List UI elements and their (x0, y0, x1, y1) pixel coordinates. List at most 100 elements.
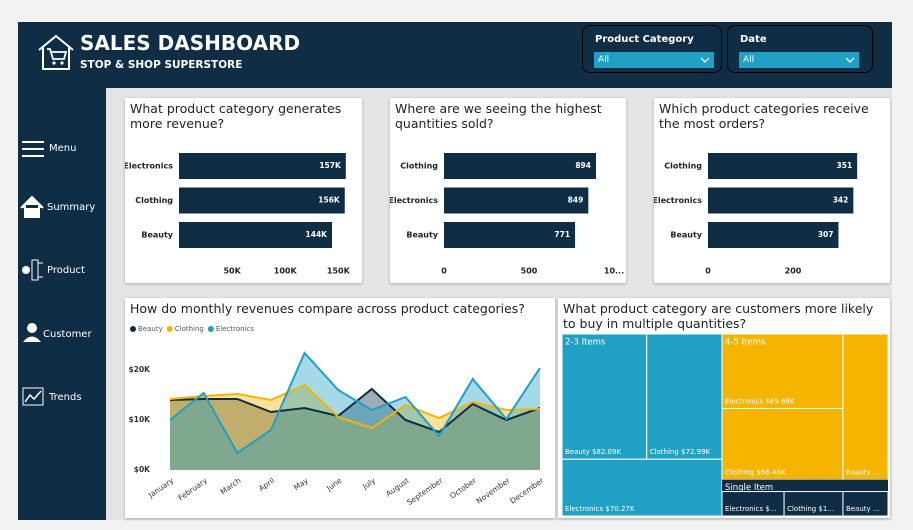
chevron (845, 57, 855, 63)
chart: Clothing 351 Electronics 342 Beauty 307 0 200 (654, 153, 858, 276)
chart-title: Which product categories receive the mos… (659, 101, 869, 131)
category-label: Clothing (135, 196, 173, 205)
x-tick-label: June (324, 476, 344, 494)
y-tick-label: $10K (129, 415, 152, 424)
cell-label: Electronics $69.68K (725, 397, 795, 405)
treemap-cell (783, 491, 844, 517)
area-line (169, 383, 541, 430)
cell-label: Clothing $1... (787, 505, 834, 513)
x-tick-label: 50K (223, 267, 241, 276)
filter[interactable]: Product Category All (582, 25, 722, 73)
category-label: Clothing (664, 162, 702, 171)
bar (708, 187, 854, 214)
legend-label: Clothing (175, 325, 204, 333)
filter-label: Date (740, 34, 767, 45)
area-line (169, 351, 541, 455)
chart-card: Electronics 157K Clothing 156K Beauty 144K 50K… (125, 98, 362, 283)
treemap-cell (721, 333, 844, 409)
treemap-cell (842, 333, 889, 481)
cell-label: Clothing $72.99K (650, 448, 711, 456)
logo (38, 34, 74, 70)
bar (708, 222, 839, 248)
dashboard-title: SALES DASHBOARD (80, 31, 301, 55)
x-tick-label: 0 (441, 267, 447, 276)
legend-label: Beauty (138, 325, 163, 333)
bar (444, 187, 589, 214)
treemap-cell (842, 491, 889, 517)
bar (179, 153, 346, 179)
y-tick-label: $20K (129, 365, 152, 374)
dropdown[interactable]: All (739, 52, 859, 68)
dashboard-subtitle: STOP & SHOP SUPERSTORE (80, 59, 243, 71)
nav-item[interactable]: Customer (43, 329, 92, 340)
group-label: Single Item (725, 483, 773, 493)
cell-label: Beauty $82.09K (565, 448, 621, 456)
category-label: Beauty (670, 231, 702, 240)
dropdown[interactable]: All (594, 52, 714, 68)
x-tick-label: 150K (327, 267, 351, 276)
group-label: 4-5 Items (725, 338, 766, 348)
chart: Beauty $82.09K Clothing $72.99K Electronic… (561, 333, 889, 517)
cell-label: Electronics $... (725, 505, 777, 513)
dropdown-value: All (598, 55, 610, 65)
area-fill (170, 385, 540, 470)
value-label: 144K (306, 230, 329, 239)
bar (444, 153, 596, 179)
x-tick-label: 10... (604, 267, 624, 276)
x-tick-label: January (146, 476, 176, 501)
x-tick-label: September (405, 475, 445, 507)
area-line (169, 387, 541, 434)
value-label: 307 (818, 230, 834, 239)
nav-item[interactable]: Product (47, 265, 85, 276)
value-label: 771 (554, 230, 570, 239)
group-header (722, 479, 888, 492)
chart: $0K $10K $20K January February March April May J… (129, 325, 547, 507)
bar (708, 153, 858, 179)
cell-label: Electronics $70.27K (565, 505, 635, 513)
chart-title: Where are we seeing the highest quantiti… (395, 101, 602, 131)
legend-marker (130, 326, 136, 332)
x-tick-label: February (177, 476, 210, 503)
treemap-cell (646, 333, 723, 460)
x-tick-label: July (360, 476, 377, 492)
dropdown-value: All (743, 55, 755, 65)
chart-title: How do monthly revenues compare across p… (130, 301, 525, 316)
chart-card: Clothing 351 Electronics 342 Beauty 307 0 200 Wh… (654, 98, 890, 283)
chart-card: $0K $10K $20K January February March April May J… (125, 298, 555, 518)
value-label: 156K (318, 196, 341, 205)
chart-title: What product category generates more rev… (130, 101, 342, 131)
x-tick-label: 500 (521, 267, 538, 276)
category-label: Clothing (400, 162, 438, 171)
category-label: Electronics (654, 196, 702, 205)
x-tick-label: December (508, 475, 546, 505)
area-fill (170, 353, 540, 470)
nav-item[interactable]: Trends (49, 392, 82, 403)
nav-item[interactable]: Summary (47, 202, 96, 213)
legend-label: Electronics (216, 325, 255, 333)
category-label: Beauty (141, 231, 173, 240)
filter-label: Product Category (595, 34, 694, 45)
cell-label: Beauty ... (846, 469, 880, 477)
bar (179, 222, 332, 248)
x-tick-label: October (448, 475, 478, 500)
chart: Clothing 894 Electronics 849 Beauty 771 0 500 10… (390, 153, 624, 276)
cell-label: Beauty ... (846, 505, 880, 513)
x-tick-label: 100K (274, 267, 298, 276)
bar (179, 187, 345, 214)
legend-marker (166, 326, 173, 332)
x-tick-label: 200 (785, 267, 802, 276)
category-label: Electronics (390, 196, 438, 205)
nav-item[interactable]: Menu (49, 143, 77, 154)
category-label: Beauty (406, 231, 438, 240)
chart: Electronics 157K Clothing 156K Beauty 144K 50K… (125, 153, 351, 276)
nav-icons (20, 141, 44, 406)
treemap-cell (561, 333, 648, 460)
group-label: 2-3 Items (565, 338, 606, 348)
value-label: 894 (575, 161, 591, 170)
category-label: Electronics (125, 162, 173, 171)
value-label: 342 (833, 196, 849, 205)
filter[interactable]: Date All (727, 25, 873, 73)
y-tick-label: $0K (134, 465, 151, 474)
x-tick-label: April (257, 476, 276, 493)
